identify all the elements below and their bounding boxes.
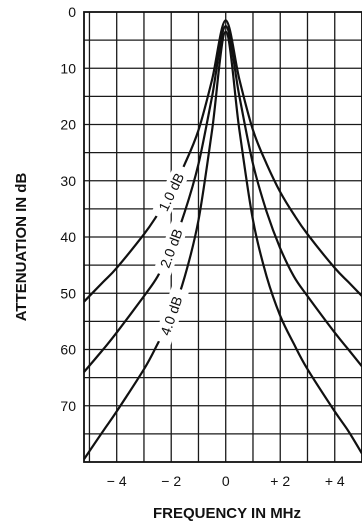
curve-label-group: 2.0 dB (153, 218, 190, 278)
curve-label-background (150, 162, 192, 222)
y-tick-labels: 0 10 20 30 40 50 60 70 (60, 4, 76, 414)
x-tick-labels: − 4 − 2 0 + 2 + 4 (107, 473, 345, 489)
curve-2-0-dBdb (83, 24, 362, 373)
y-tick-label: 70 (60, 398, 76, 414)
curves (83, 19, 362, 460)
curve-label-background (153, 286, 189, 346)
curve-label-background (153, 218, 190, 278)
curve-label: 2.0 dB (157, 227, 186, 271)
curve-labels: 1.0 dB 2.0 dB 4.0 dB (150, 162, 192, 346)
curve-1-0-dBdb (83, 19, 362, 303)
y-axis-title: ATTENUATION IN dB (13, 173, 30, 322)
curve-label-group: 4.0 dB (153, 286, 189, 346)
plot-frame (83, 11, 362, 463)
x-tick-label: 0 (222, 473, 230, 489)
curve-4-0-dBdb (83, 30, 362, 460)
x-axis-title: FREQUENCY IN MHz (153, 505, 301, 522)
x-tick-label: − 2 (161, 473, 181, 489)
y-tick-label: 10 (60, 60, 76, 76)
y-tick-label: 20 (60, 117, 76, 133)
x-tick-label: + 4 (325, 473, 345, 489)
curve-label: 4.0 dB (157, 294, 185, 337)
grid (84, 12, 362, 462)
x-tick-label: + 2 (270, 473, 290, 489)
curve-label: 1.0 dB (155, 170, 187, 213)
y-tick-label: 0 (68, 4, 76, 20)
x-tick-label: − 4 (107, 473, 127, 489)
y-tick-label: 60 (60, 342, 76, 358)
y-tick-label: 50 (60, 285, 76, 301)
y-tick-label: 40 (60, 229, 76, 245)
y-tick-label: 30 (60, 173, 76, 189)
